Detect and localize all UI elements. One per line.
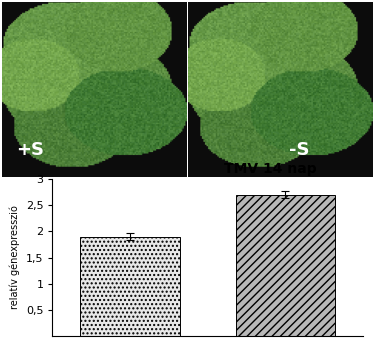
Y-axis label: relatív génexpresszió: relatív génexpresszió [10, 206, 20, 309]
Text: +S: +S [16, 142, 45, 159]
Text: -S: -S [289, 142, 310, 159]
Bar [80, 236, 180, 336]
Bar [236, 195, 335, 336]
Text: TMV 14 nap: TMV 14 nap [224, 162, 316, 176]
